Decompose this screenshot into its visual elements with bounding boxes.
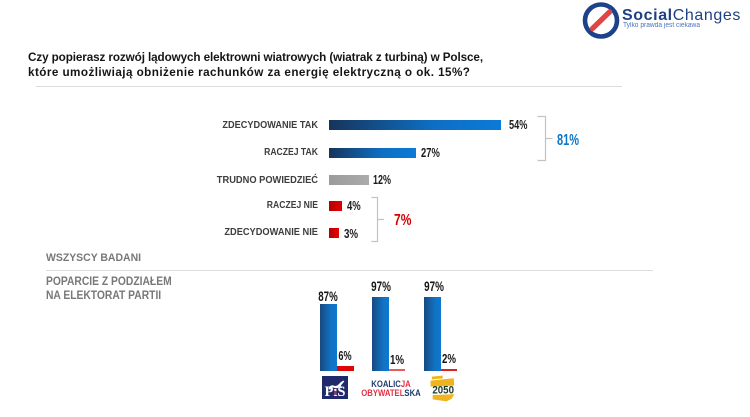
svg-text:2050: 2050 [432,385,454,397]
